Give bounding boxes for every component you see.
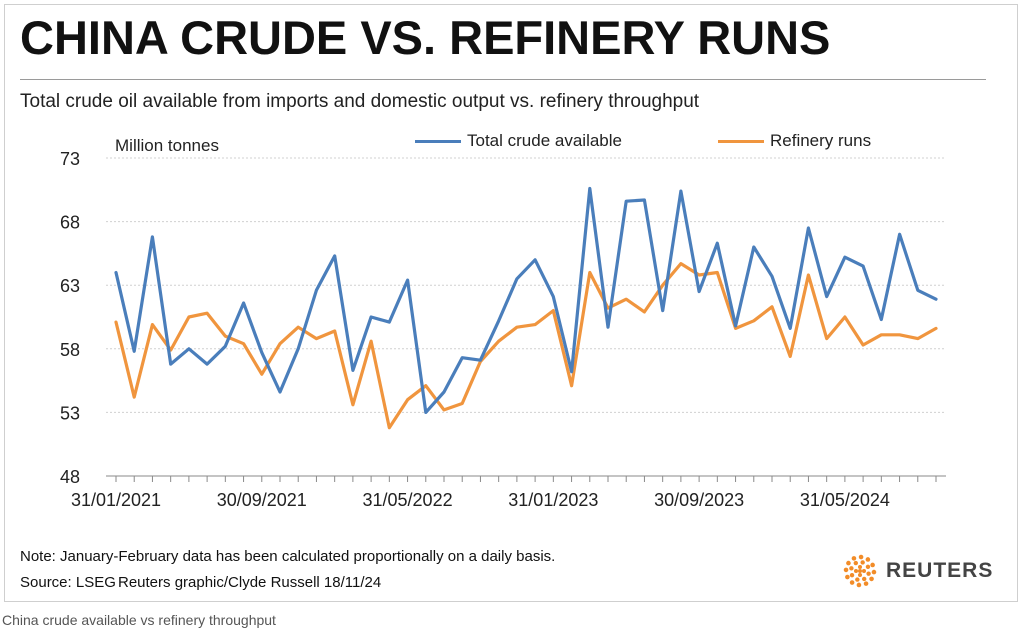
legend-label-total-crude: Total crude available (467, 131, 622, 150)
grid-lines (106, 157, 946, 413)
legend-swatch-refinery-runs (718, 139, 764, 143)
logo-dot (849, 566, 854, 571)
legend-swatch-total-crude (415, 139, 461, 143)
x-tick-label-5: 31/05/2024 (800, 490, 890, 510)
legend-item-refinery-runs: Refinery runs (718, 131, 871, 151)
chart-source: Source: LSEG (20, 574, 116, 591)
logo-dot (854, 569, 858, 573)
y-axis-label: Million tonnes (115, 136, 219, 155)
logo-dot (858, 573, 862, 577)
logo-dot (858, 565, 862, 569)
x-tick-label-1: 30/09/2021 (217, 490, 307, 510)
x-tick-label-0: 31/01/2021 (71, 490, 161, 510)
legend-label-refinery-runs: Refinery runs (770, 131, 872, 150)
chart-credit: Reuters graphic/Clyde Russell 18/11/24 (118, 574, 382, 591)
series-line-1 (114, 262, 938, 430)
series-lines (114, 186, 938, 430)
logo-dot (862, 569, 866, 573)
chart-subtitle: Total crude oil available from imports a… (20, 91, 700, 112)
logo-dot (862, 576, 867, 582)
y-tick-label-58: 58 (60, 340, 80, 360)
logo-dot (843, 567, 849, 573)
logo-dot (869, 576, 874, 582)
image-caption: China crude available vs refinery throug… (2, 612, 276, 628)
logo-dot (845, 574, 850, 580)
reuters-logo-text: REUTERS (886, 559, 994, 582)
chart-note: Note: January-February data has been cal… (20, 548, 556, 565)
legend-item-total-crude: Total crude available (415, 131, 622, 151)
reuters-logo-icon (843, 554, 877, 588)
logo-dot (853, 560, 858, 566)
x-tick-label-2: 31/05/2022 (363, 490, 453, 510)
y-tick-label-63: 63 (60, 276, 80, 296)
logo-dot (851, 556, 857, 561)
logo-dot (866, 571, 871, 576)
logo-dot (863, 581, 869, 586)
logo-dot (870, 562, 875, 568)
y-tick-label-68: 68 (60, 213, 80, 233)
logo-dot (865, 557, 871, 562)
chart-frame (4, 4, 1018, 602)
y-tick-label-73: 73 (60, 149, 80, 169)
chart-title: CHINA CRUDE VS. REFINERY RUNS (20, 11, 831, 64)
logo-dot (871, 569, 877, 575)
x-axis: 31/01/2021 30/09/2021 31/05/2022 31/01/2023… (71, 475, 946, 510)
logo-dot (856, 582, 862, 588)
logo-dot (846, 560, 851, 566)
x-tick-label-4: 30/09/2023 (654, 490, 744, 510)
x-tick-label-3: 31/01/2023 (508, 490, 598, 510)
y-tick-label-48: 48 (60, 467, 80, 487)
logo-dot (860, 560, 865, 565)
series-line-0 (114, 186, 938, 414)
logo-dot (849, 573, 855, 578)
reuters-logo: REUTERS (842, 553, 993, 589)
y-tick-labels: 48 53 58 63 68 73 (60, 149, 80, 487)
logo-dot (865, 564, 871, 569)
title-divider (20, 79, 986, 80)
logo-dot (858, 569, 862, 573)
logo-dot (849, 580, 855, 585)
y-tick-label-53: 53 (60, 403, 80, 423)
logo-dot (855, 577, 860, 582)
logo-dot (858, 554, 864, 560)
